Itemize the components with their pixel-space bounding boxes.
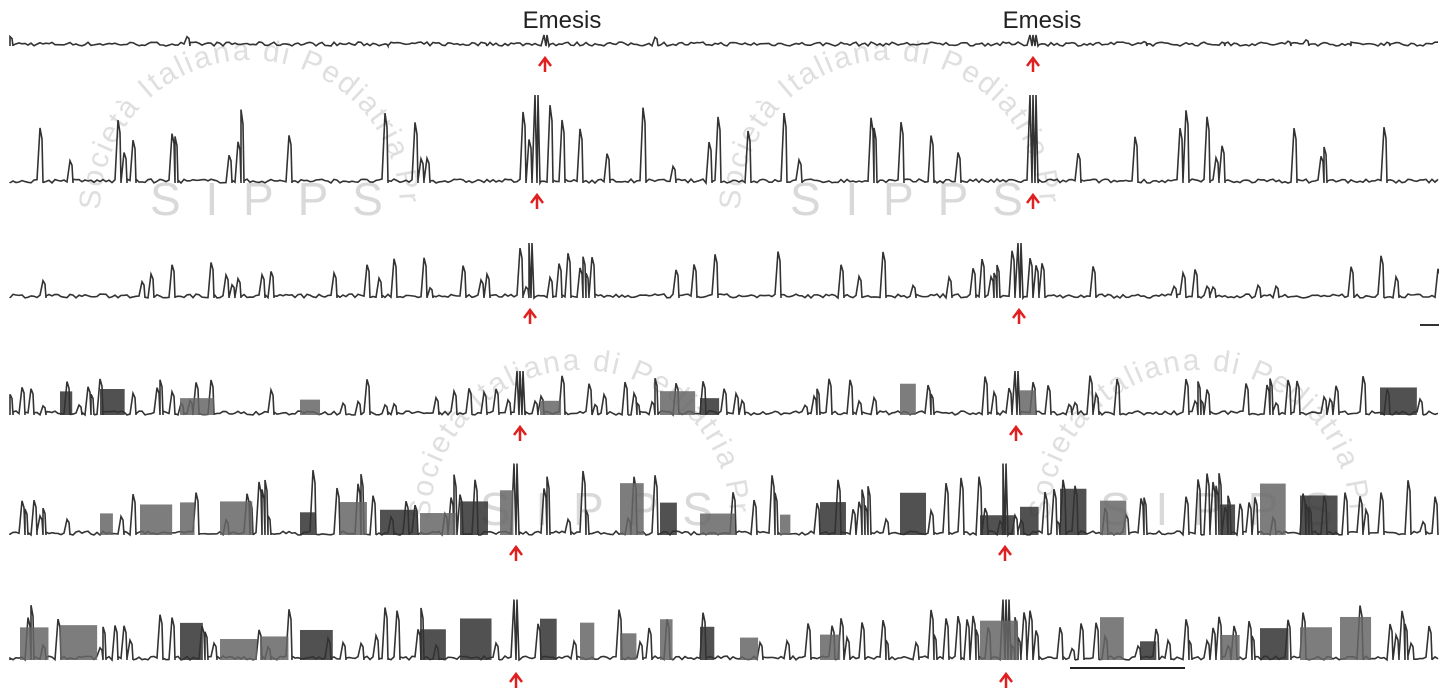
burst bbox=[500, 490, 514, 535]
watermark-text: Società Italiana di Pediatria Preventiva… bbox=[0, 0, 1374, 521]
burst bbox=[20, 627, 49, 660]
emesis-arrow bbox=[538, 55, 552, 72]
watermark-text: Società Italiana di Pediatria Preventiva… bbox=[0, 0, 756, 521]
emesis-arrow bbox=[509, 544, 523, 561]
burst bbox=[100, 513, 113, 535]
burst bbox=[980, 620, 1019, 660]
burst bbox=[660, 502, 677, 535]
traces bbox=[9, 34, 1439, 688]
burst bbox=[1380, 387, 1417, 415]
burst bbox=[420, 513, 456, 535]
watermark-name: Società Italiana di Pediatria Preventiva… bbox=[0, 0, 754, 521]
burst bbox=[900, 492, 927, 535]
burst bbox=[1220, 634, 1240, 660]
burst bbox=[540, 400, 562, 415]
burst bbox=[700, 398, 720, 415]
emesis-arrow bbox=[530, 192, 544, 209]
burst bbox=[700, 513, 736, 535]
trace bbox=[9, 34, 1439, 49]
burst bbox=[100, 389, 125, 415]
burst bbox=[1140, 641, 1157, 660]
emesis-arrow bbox=[523, 307, 537, 324]
burst bbox=[60, 625, 98, 660]
burst bbox=[780, 514, 791, 535]
burst bbox=[900, 383, 916, 415]
burst bbox=[1220, 504, 1236, 535]
burst bbox=[340, 502, 367, 535]
emesis-label: Emesis bbox=[523, 7, 602, 34]
burst bbox=[180, 502, 195, 535]
burst bbox=[220, 501, 253, 535]
trace bbox=[9, 463, 1439, 538]
burst bbox=[60, 391, 73, 415]
burst bbox=[1260, 628, 1289, 660]
burst bbox=[260, 636, 289, 660]
burst bbox=[140, 504, 173, 535]
burst bbox=[1060, 488, 1087, 535]
burst bbox=[460, 501, 488, 535]
emesis-arrow bbox=[513, 424, 527, 441]
burst bbox=[180, 622, 203, 660]
burst bbox=[1300, 627, 1333, 660]
emesis-arrow bbox=[1009, 424, 1023, 441]
burst bbox=[1100, 500, 1127, 535]
emesis-arrow bbox=[999, 671, 1013, 688]
watermark: Società Italiana di Pediatria Preventiva… bbox=[0, 0, 1374, 535]
emesis-arrow bbox=[509, 671, 523, 688]
emesis-arrow bbox=[1026, 192, 1040, 209]
burst bbox=[300, 512, 316, 535]
burst bbox=[820, 634, 841, 660]
burst bbox=[620, 483, 644, 535]
burst bbox=[180, 398, 214, 415]
burst bbox=[700, 626, 715, 660]
burst bbox=[1020, 390, 1036, 415]
emesis-label: Emesis bbox=[1003, 7, 1082, 34]
burst bbox=[1260, 483, 1286, 535]
watermark-name: Società Italiana di Pediatria Preventiva… bbox=[0, 0, 1374, 521]
burst bbox=[580, 622, 595, 660]
burst bbox=[660, 619, 673, 660]
burst bbox=[300, 629, 333, 660]
emesis-arrow bbox=[998, 544, 1012, 561]
burst bbox=[380, 509, 418, 535]
burst bbox=[540, 618, 557, 660]
burst bbox=[300, 399, 321, 415]
burst bbox=[1020, 506, 1039, 535]
trace bbox=[9, 94, 1439, 186]
emesis-arrow bbox=[1026, 55, 1040, 72]
burst bbox=[660, 391, 696, 415]
burst bbox=[980, 515, 1015, 535]
burst bbox=[1300, 495, 1338, 535]
burst bbox=[420, 629, 446, 660]
burst bbox=[460, 618, 492, 660]
burst bbox=[220, 639, 257, 660]
emesis-arrow bbox=[1012, 307, 1026, 324]
burst bbox=[740, 637, 759, 660]
burst bbox=[1100, 617, 1124, 660]
burst bbox=[620, 633, 637, 660]
burst bbox=[1340, 616, 1372, 660]
trace bbox=[9, 242, 1439, 301]
burst bbox=[820, 502, 846, 535]
